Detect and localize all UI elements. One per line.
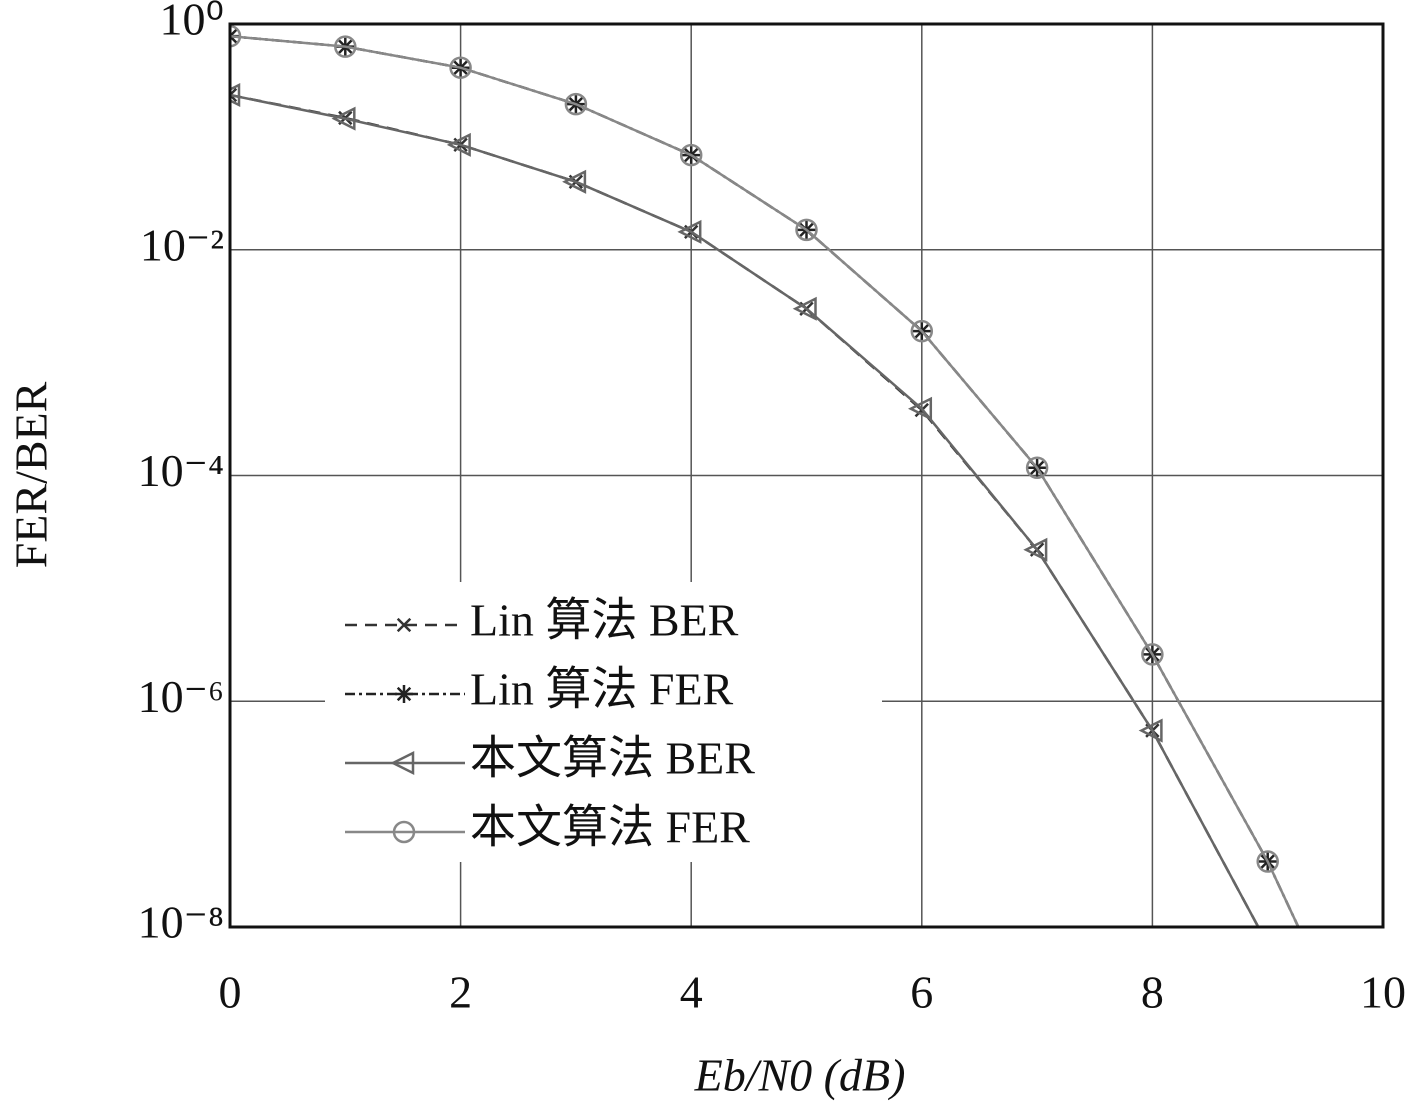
y-tick-label: 10⁻⁴ <box>138 445 224 496</box>
legend-label: 本文算法 BER <box>470 733 755 784</box>
marker <box>230 87 238 103</box>
y-axis-label: FER/BER <box>6 381 57 568</box>
x-tick-label: 6 <box>910 967 933 1018</box>
x-axis-label: Eb/N0 (dB) <box>694 1050 906 1101</box>
marker <box>1373 1098 1393 1118</box>
marker <box>392 820 416 844</box>
series-line <box>230 34 1300 927</box>
marker <box>230 24 242 48</box>
plot-area <box>230 24 1393 1118</box>
marker <box>677 219 702 244</box>
x-tick-label: 2 <box>449 967 472 1018</box>
marker <box>396 617 412 633</box>
series-line <box>230 93 1260 927</box>
y-tick-label: 10⁰ <box>160 0 224 45</box>
x-tick-label: 0 <box>219 967 242 1018</box>
series-line <box>230 34 1300 927</box>
marker <box>562 169 587 194</box>
marker <box>446 132 471 157</box>
marker <box>795 218 818 242</box>
marker <box>334 35 357 58</box>
marker <box>564 92 588 116</box>
marker <box>331 106 356 131</box>
marker <box>1141 643 1164 666</box>
marker <box>449 56 472 79</box>
y-tick-label: 10⁻² <box>140 219 224 270</box>
legend-box <box>325 582 882 862</box>
marker <box>679 143 703 167</box>
marker <box>908 396 933 421</box>
marker <box>1138 718 1163 743</box>
y-tick-label: 10⁻⁶ <box>138 671 224 722</box>
marker <box>792 296 817 321</box>
x-tick-label: 10 <box>1360 967 1406 1018</box>
marker <box>1023 537 1048 562</box>
x-tick-label: 8 <box>1141 967 1164 1018</box>
marker <box>910 319 934 343</box>
marker <box>1261 938 1274 951</box>
marker <box>1025 456 1049 480</box>
marker <box>390 750 415 776</box>
legend-label: 本文算法 FER <box>470 802 750 853</box>
plot-frame <box>228 22 1385 929</box>
marker <box>395 685 413 703</box>
legend-label: Lin 算法 FER <box>470 664 734 715</box>
y-tick-label: 10⁻⁸ <box>138 897 224 948</box>
marker <box>1257 934 1277 954</box>
legend-label: Lin 算法 BER <box>470 595 739 646</box>
marker <box>1256 850 1279 873</box>
marker <box>1374 1099 1392 1117</box>
marker <box>230 82 241 108</box>
x-tick-label: 4 <box>680 967 703 1018</box>
